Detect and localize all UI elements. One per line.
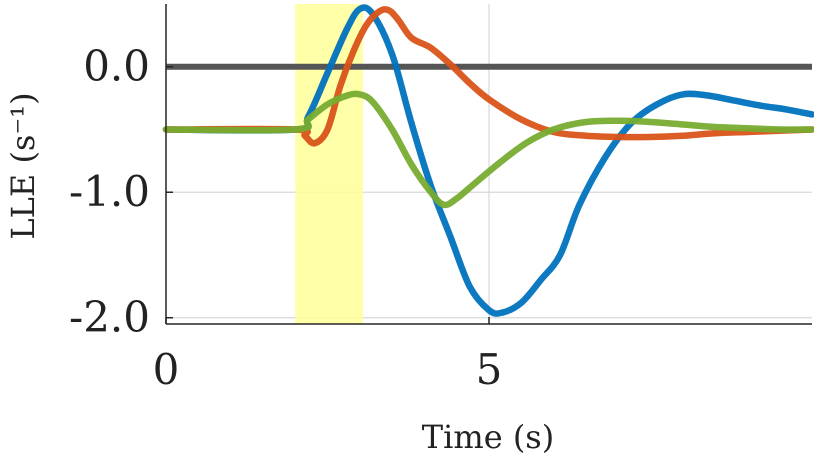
- series-layer: [162, 4, 814, 317]
- x-tick-label: 0: [153, 345, 180, 394]
- y-tick-label: -1.0: [69, 167, 150, 216]
- y-tick-label: 0.0: [83, 42, 150, 91]
- grid-layer: [165, 4, 812, 324]
- tick-label-layer: 0 5 0.0 -1.0 -2.0: [69, 42, 502, 394]
- green-series-line: [162, 90, 814, 209]
- blue-series-line: [162, 4, 814, 317]
- y-tick-label: -2.0: [69, 293, 150, 342]
- orange-series-line: [162, 6, 814, 147]
- x-axis-label: Time (s): [422, 418, 554, 456]
- y-axis-label: LLE (s⁻¹): [4, 92, 42, 239]
- x-tick-label: 5: [476, 345, 503, 394]
- axis-layer: [165, 4, 812, 325]
